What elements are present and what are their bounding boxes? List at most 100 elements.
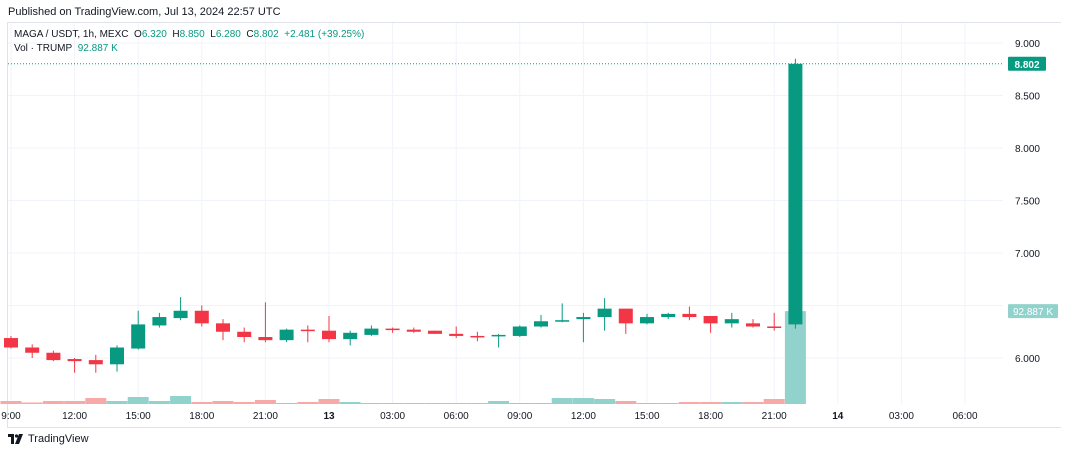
candle-body — [724, 319, 739, 324]
candle-body — [449, 333, 464, 336]
volume-bar — [85, 398, 107, 404]
volume-bar — [700, 402, 722, 404]
y-tick-label: 8.500 — [1015, 92, 1040, 103]
low-value: 6.280 — [215, 29, 241, 40]
high-label: H — [172, 29, 180, 40]
chart-frame — [7, 22, 1061, 428]
volume-bar — [127, 397, 149, 404]
volume-bar — [657, 403, 679, 404]
volume-bar — [297, 402, 319, 404]
footer-brand[interactable]: TradingView — [28, 433, 89, 445]
candle-body — [788, 63, 803, 325]
volume-bar — [148, 401, 170, 404]
volume-bar — [21, 402, 43, 404]
volume-bar — [721, 402, 743, 404]
candle-body — [279, 329, 294, 341]
candle-body — [152, 317, 167, 326]
candle-body — [470, 335, 485, 338]
x-tick-label: 9:00 — [1, 411, 21, 422]
volume-bar — [170, 396, 192, 404]
x-tick-label: 21:00 — [762, 411, 787, 422]
volume-value: 92.887 K — [77, 43, 118, 54]
last-volume-label: 92.887 K — [1013, 307, 1053, 318]
candle-body — [703, 316, 718, 324]
candle-body — [576, 317, 591, 320]
chart-legend: MAGA / USDT, 1h, MEXC O6.320 H8.850 L6.2… — [14, 28, 364, 56]
symbol-info[interactable]: MAGA / USDT, 1h, MEXC — [14, 29, 129, 40]
volume-bar — [636, 403, 658, 404]
y-tick-label: 7.000 — [1015, 249, 1040, 260]
volume-bar — [191, 402, 213, 404]
x-tick-label: 06:00 — [952, 411, 977, 422]
volume-bar — [784, 311, 806, 404]
candle-body — [173, 310, 188, 319]
close-value: 8.802 — [253, 29, 279, 40]
candle-body — [343, 332, 358, 340]
candle-body — [237, 331, 252, 337]
x-tick-label: 21:00 — [253, 411, 278, 422]
low-label: L — [210, 29, 216, 40]
ohlc-row: MAGA / USDT, 1h, MEXC O6.320 H8.850 L6.2… — [14, 28, 364, 42]
volume-bar — [594, 399, 616, 404]
candle-body — [406, 329, 421, 332]
volume-bar — [360, 403, 382, 404]
candle-body — [428, 330, 442, 334]
open-value: 6.320 — [141, 29, 167, 40]
candle-body — [364, 328, 379, 335]
candle-body — [618, 308, 633, 324]
volume-bar — [254, 400, 276, 404]
candle-body — [385, 328, 400, 331]
candle-body — [512, 326, 527, 336]
last-volume-badge — [1008, 304, 1058, 319]
volume-bar — [551, 398, 573, 404]
volume-bar — [678, 402, 700, 404]
candle-body — [640, 317, 654, 324]
volume-bar — [424, 403, 446, 404]
candle-body — [25, 347, 40, 353]
y-tick-label: 8.000 — [1015, 144, 1040, 155]
candle-body — [300, 329, 315, 332]
last-price-label: 8.802 — [1014, 60, 1039, 71]
volume-bar — [742, 402, 764, 404]
volume-bar — [530, 403, 552, 404]
candle-body — [194, 310, 209, 324]
volume-bar — [64, 401, 86, 404]
y-tick-label: 9.000 — [1015, 39, 1040, 50]
candle-body — [46, 352, 61, 361]
high-value: 8.850 — [179, 29, 205, 40]
x-tick-label: 18:00 — [698, 411, 723, 422]
volume-bar — [403, 403, 425, 404]
volume-bar — [382, 403, 404, 404]
x-tick-label: 15:00 — [126, 411, 151, 422]
candle-body — [491, 334, 506, 337]
candle-body — [131, 324, 146, 349]
x-tick-label: 03:00 — [380, 411, 405, 422]
x-tick-label: 14 — [832, 411, 844, 422]
volume-row: Vol · TRUMP 92.887 K — [14, 42, 364, 56]
candle-body — [555, 320, 570, 322]
volume-bar — [339, 402, 361, 404]
volume-bar — [509, 403, 531, 404]
candle-body — [67, 359, 82, 362]
volume-bar — [212, 401, 234, 404]
volume-bar — [763, 399, 785, 404]
volume-bar — [466, 403, 488, 404]
open-label: O — [134, 29, 142, 40]
candle-body — [322, 330, 336, 340]
volume-bar — [572, 398, 594, 404]
volume-bar — [42, 401, 64, 404]
footer: TradingView — [8, 433, 89, 445]
candle-body — [110, 347, 124, 365]
volume-bar — [318, 399, 340, 404]
volume-bar — [488, 401, 510, 404]
x-tick-label: 15:00 — [634, 411, 659, 422]
published-note: Published on TradingView.com, Jul 13, 20… — [8, 6, 281, 18]
volume-bar — [276, 403, 298, 404]
candle-body — [534, 321, 548, 327]
candle-body — [767, 326, 782, 328]
volume-label[interactable]: Vol · TRUMP — [14, 43, 73, 54]
change-value: +2.481 (+39.25%) — [284, 29, 365, 40]
candle-body — [216, 323, 230, 332]
candle-body — [4, 338, 18, 348]
